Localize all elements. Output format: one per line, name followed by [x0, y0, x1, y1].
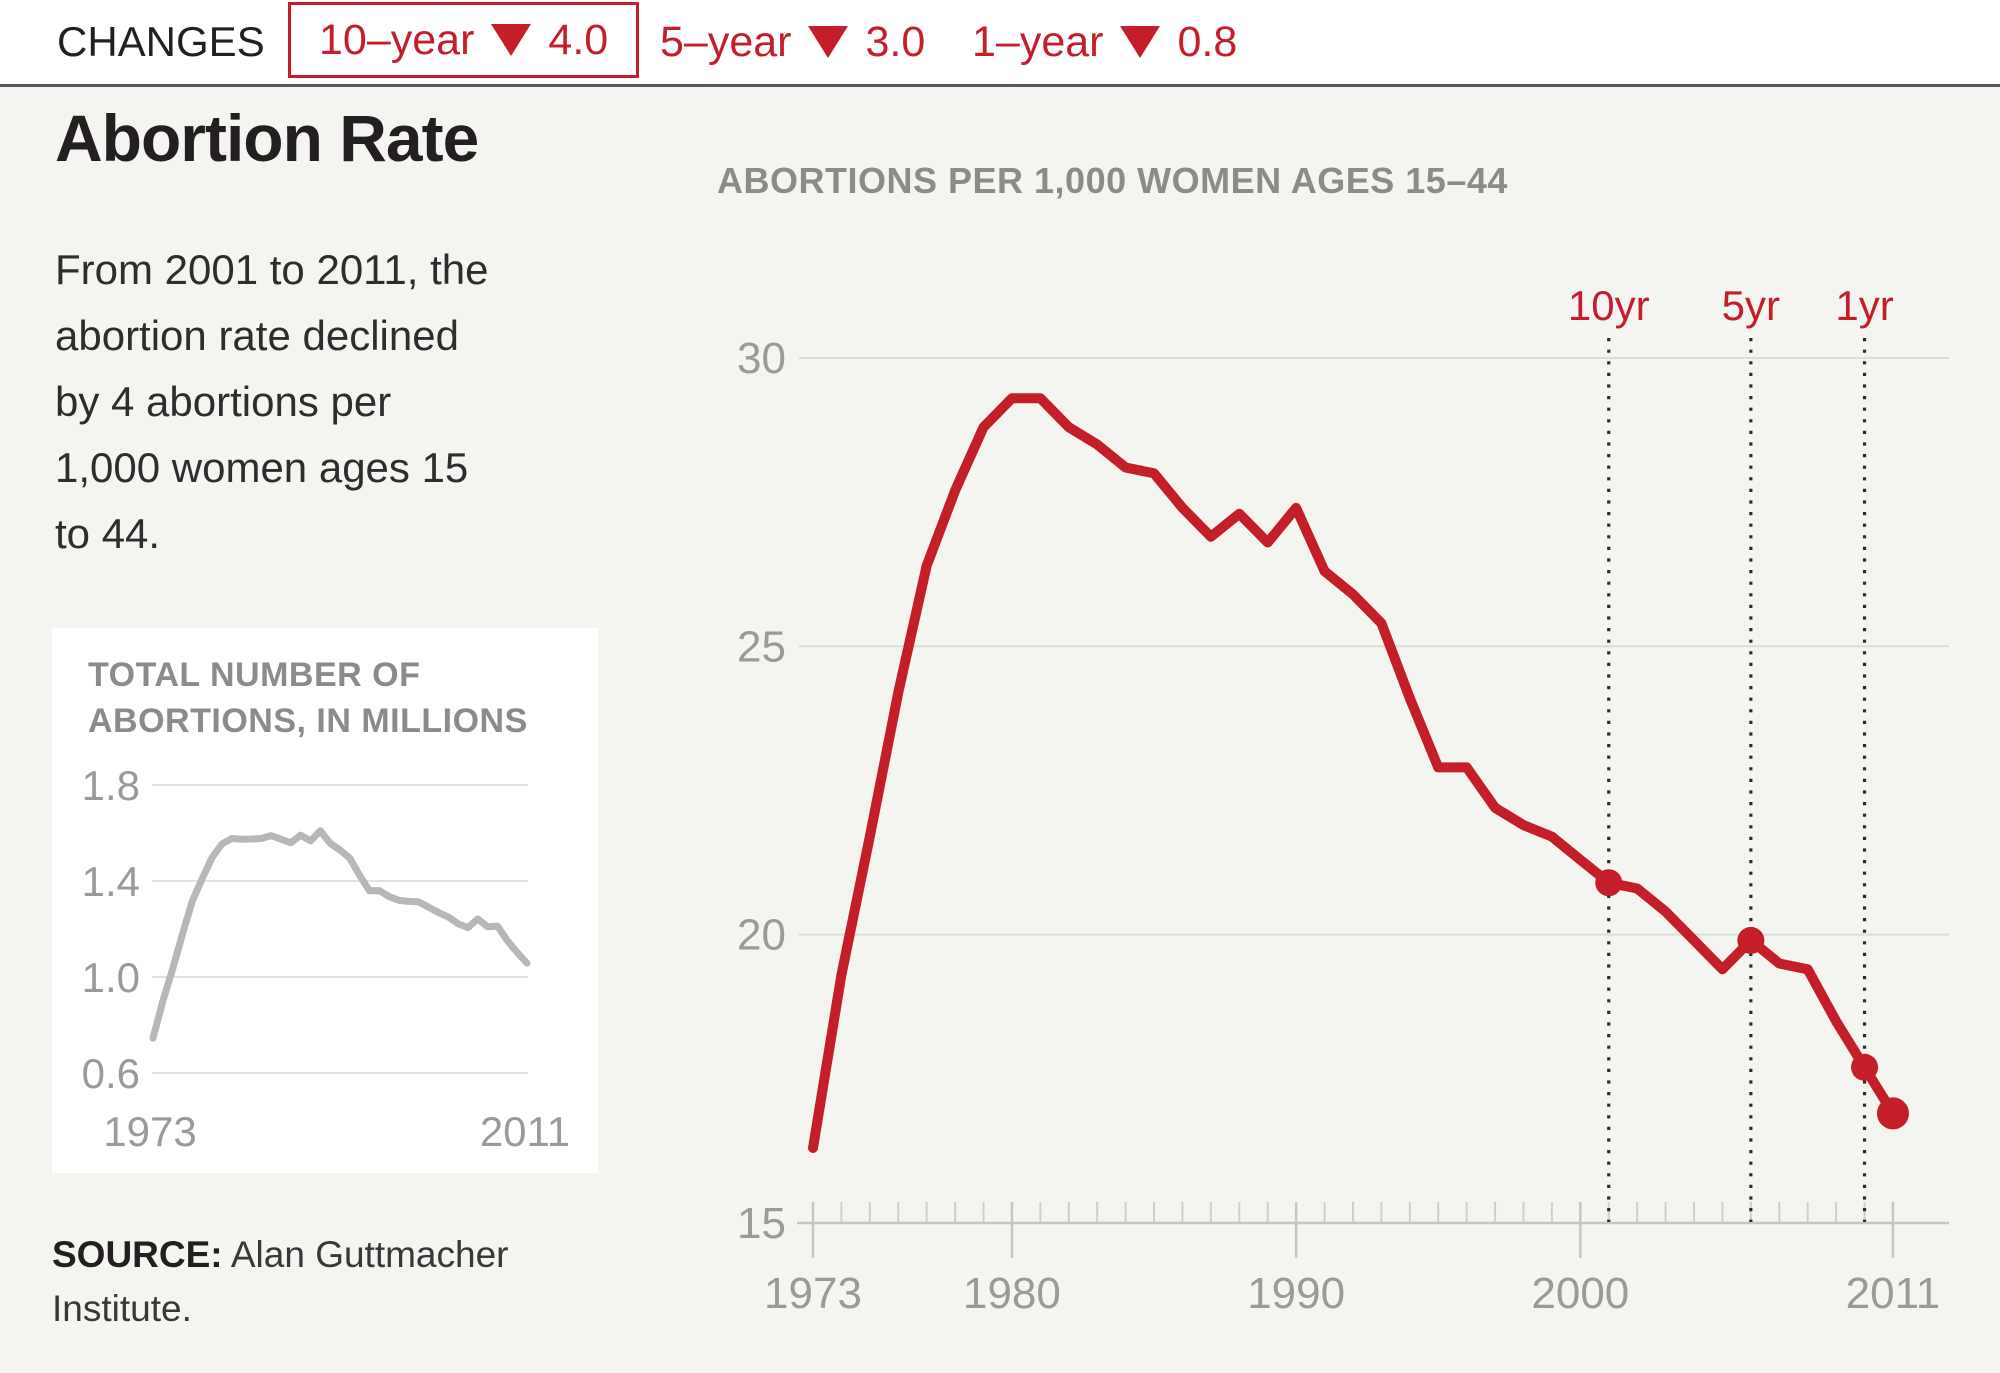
chart-description: From 2001 to 2011, the abortion rate dec…	[55, 246, 489, 557]
change-value: 3.0	[865, 17, 926, 66]
x-axis-year-label: 1973	[764, 1269, 862, 1318]
x-axis-year-label: 2000	[1531, 1269, 1629, 1318]
change-period-label: 10–year	[319, 15, 475, 64]
change-item-5-year[interactable]: 5–year 3.0	[660, 0, 925, 84]
x-axis-year-label: 1980	[963, 1269, 1061, 1318]
change-period-label: 1–year	[972, 17, 1104, 66]
down-triangle-icon	[1120, 26, 1161, 58]
source-note: SOURCE: Alan Guttmacher Institute.	[52, 1228, 572, 1336]
y-axis-tick-label: 30	[737, 334, 786, 383]
y-axis-tick-label: 20	[737, 911, 786, 960]
x-axis-year-label: 1990	[1247, 1269, 1345, 1318]
change-item-1-year[interactable]: 1–year 0.8	[972, 0, 1237, 84]
change-value: 4.0	[548, 15, 609, 64]
page-title: Abortion Rate	[55, 101, 479, 175]
main-chart-title: ABORTIONS PER 1,000 WOMEN AGES 15–44	[717, 160, 1508, 201]
data-point-marker	[1851, 1053, 1879, 1081]
data-point-marker	[1737, 926, 1765, 954]
y-axis-tick-label: 15	[737, 1199, 786, 1248]
data-point-marker	[1595, 869, 1623, 897]
down-triangle-icon	[808, 26, 849, 58]
change-item-10-year[interactable]: 10–year 4.0	[288, 2, 640, 78]
x-axis-year-label: 2011	[1846, 1269, 1941, 1318]
source-label: SOURCE:	[52, 1234, 223, 1275]
changes-label: CHANGES	[57, 18, 265, 65]
annotation-label: 1yr	[1835, 282, 1893, 329]
annotation-label: 5yr	[1722, 282, 1780, 329]
abortion-rate-line	[808, 393, 1898, 1153]
change-period-label: 5–year	[660, 17, 792, 66]
source-text: Alan Guttmacher Institute.	[52, 1234, 509, 1329]
annotation-label: 10yr	[1568, 282, 1650, 329]
y-axis-tick-label: 25	[737, 622, 786, 671]
changes-header-bar: CHANGES 10–year 4.0 5–year 3.0 1–year 0.…	[0, 0, 2000, 87]
change-value: 0.8	[1177, 17, 1238, 66]
data-point-marker	[1876, 1097, 1909, 1130]
inset-chart-title: TOTAL NUMBER OF ABORTIONS, IN MILLIONS	[88, 656, 528, 740]
down-triangle-icon	[491, 24, 532, 56]
